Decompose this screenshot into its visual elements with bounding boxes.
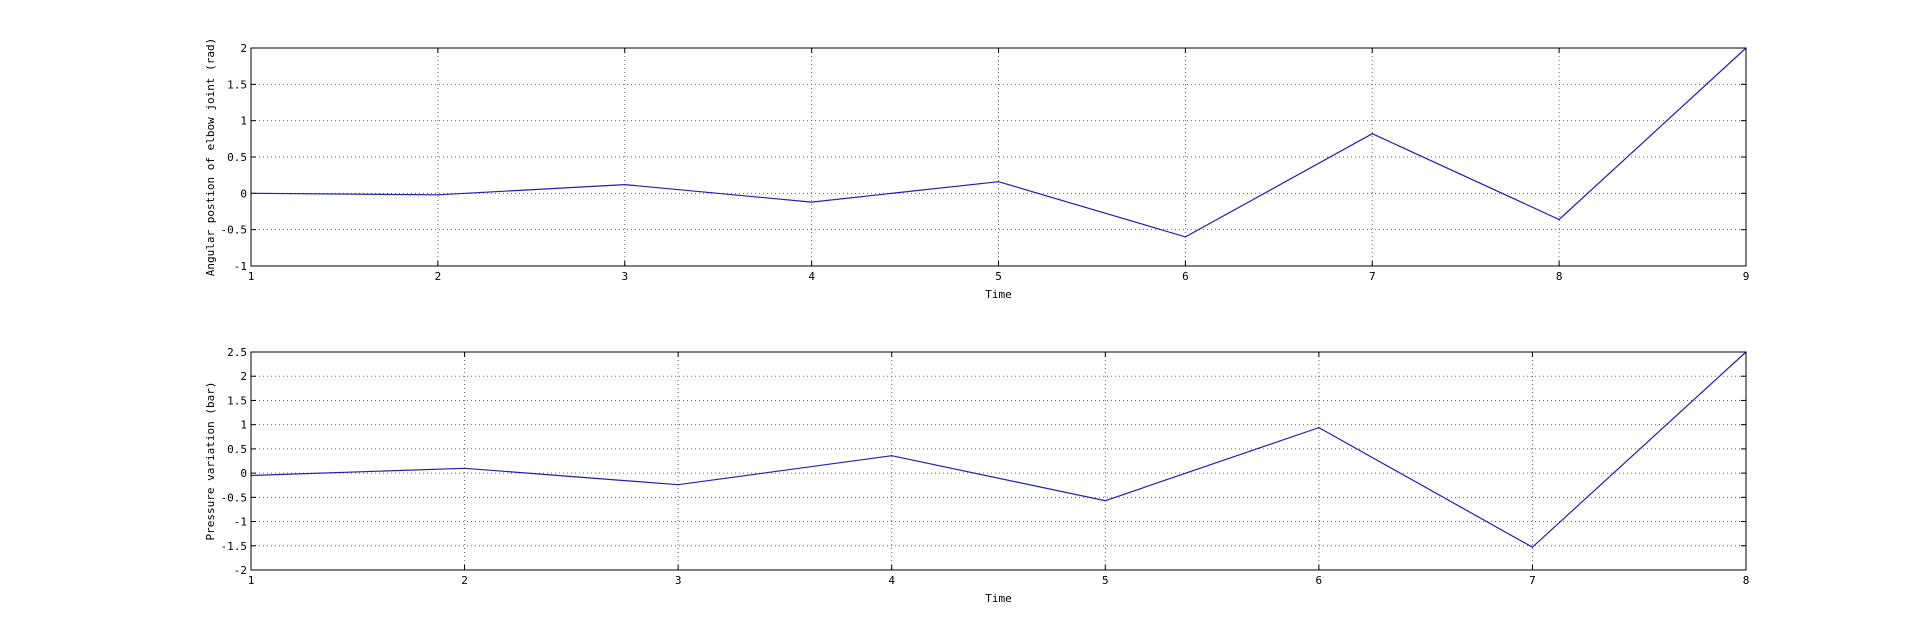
elbow-x-tick-label: 7 <box>1369 270 1376 283</box>
elbow-data-point <box>624 184 626 186</box>
elbow-y-tick-label: 0.5 <box>227 151 247 164</box>
elbow-x-tick-label: 1 <box>248 270 255 283</box>
elbow-data-point <box>1371 133 1373 135</box>
elbow-x-axis-label: Time <box>985 288 1012 301</box>
pressure-y-tick-label: 2 <box>240 370 247 383</box>
elbow-x-tick-label: 4 <box>808 270 815 283</box>
pressure-plot-frame <box>250 351 1747 571</box>
pressure-y-tick-label: 0 <box>240 467 247 480</box>
pressure-x-axis-label: Time <box>985 592 1012 605</box>
elbow-angle-subplot: 1 2 3 4 5 6 7 8 9 -1 -0.5 0 0.5 1 1.5 2 Time Angular post… <box>204 38 1749 301</box>
elbow-data-point <box>437 194 439 196</box>
elbow-data-point <box>1558 218 1560 221</box>
pressure-x-tick-label: 4 <box>888 574 895 587</box>
elbow-y-tick-label: -1 <box>234 260 247 273</box>
pressure-y-tick-label: 1.5 <box>227 394 247 407</box>
pressure-x-tick-label: 1 <box>248 574 255 587</box>
pressure-data-point <box>1104 500 1106 502</box>
elbow-y-tick-label: -0.5 <box>221 224 248 237</box>
pressure-x-tick-label: 8 <box>1743 574 1750 587</box>
pressure-y-tick-label: 2.5 <box>227 346 247 359</box>
pressure-data-point <box>1531 546 1534 548</box>
pressure-y-axis-label: Pressure variation (bar) <box>204 382 217 541</box>
elbow-y-tick-label: 1.5 <box>227 78 247 91</box>
pressure-y-tick-label: -0.5 <box>221 491 248 504</box>
pressure-y-tick-label: 1 <box>240 419 247 432</box>
elbow-x-tick-label: 9 <box>1743 270 1750 283</box>
pressure-data-point <box>1318 426 1320 429</box>
elbow-y-tick-label: 1 <box>240 115 247 128</box>
pressure-x-tick-label: 2 <box>461 574 468 587</box>
pressure-data-point <box>463 467 466 469</box>
elbow-y-tick-label: 2 <box>240 42 247 55</box>
elbow-x-tick-label: 6 <box>1182 270 1189 283</box>
pressure-x-tick-label: 6 <box>1316 574 1323 587</box>
pressure-y-tick-label: -1 <box>234 516 247 529</box>
pressure-y-tick-label: 0.5 <box>227 443 247 456</box>
elbow-data-point <box>811 201 813 203</box>
pressure-x-tick-label: 3 <box>675 574 682 587</box>
elbow-x-tick-label: 5 <box>995 270 1002 283</box>
pressure-x-tick-label: 5 <box>1102 574 1109 587</box>
pressure-series-line <box>250 351 1747 548</box>
elbow-data-point <box>1184 236 1186 238</box>
pressure-data-point <box>677 484 679 486</box>
elbow-y-axis-label: Angular postion of elbow joint (rad) <box>204 38 217 276</box>
elbow-data-point <box>997 181 1000 183</box>
pressure-x-tick-label: 7 <box>1529 574 1536 587</box>
elbow-x-tick-label: 3 <box>621 270 628 283</box>
pressure-data-point <box>891 455 893 457</box>
pressure-subplot: 1 2 3 4 5 6 7 8 -2 -1.5 -1 -0.5 0 0.5 1 1.5 2 2.5 Time Pres… <box>204 346 1749 605</box>
pressure-y-tick-label: -1.5 <box>221 540 248 553</box>
elbow-plot-frame <box>250 47 1747 267</box>
pressure-y-tick-label: -2 <box>234 564 247 577</box>
elbow-x-tick-label: 8 <box>1556 270 1563 283</box>
elbow-x-tick-label: 2 <box>435 270 442 283</box>
elbow-y-tick-label: 0 <box>240 187 247 200</box>
